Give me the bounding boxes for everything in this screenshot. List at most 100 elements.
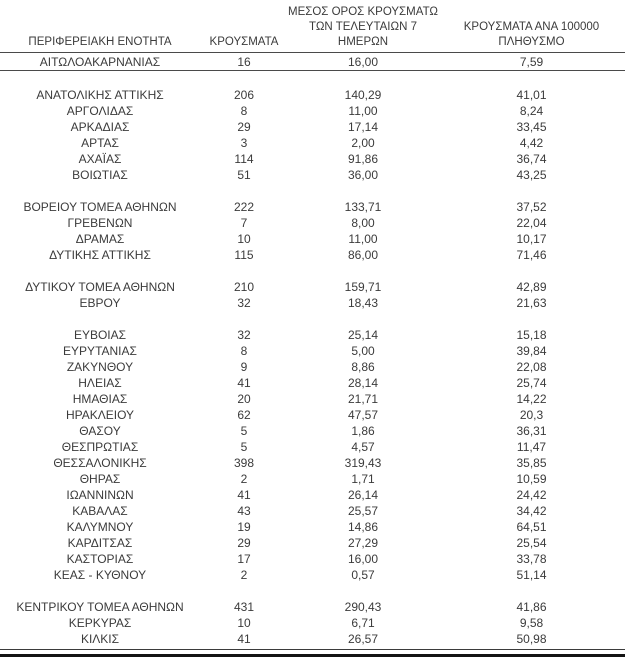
per100k-value: 43,25 xyxy=(516,168,547,182)
per100k-value: 51,14 xyxy=(516,568,547,582)
table-row: ΔΥΤΙΚΗΣ ΑΤΤΙΚΗΣ 115 86,00 71,46 xyxy=(0,247,625,263)
per100k-value: 71,46 xyxy=(516,248,547,262)
region-name: ΚΕΑΣ - ΚΥΘΝΟΥ xyxy=(53,568,147,582)
table-row: ΚΙΛΚΙΣ 41 26,57 50,98 xyxy=(0,631,625,647)
region-name: ΖΑΚΥΝΘΟΥ xyxy=(66,360,134,374)
avg7-value: 5,00 xyxy=(351,344,375,358)
cases-value: 210 xyxy=(233,280,255,294)
avg7-value: 25,14 xyxy=(347,328,379,342)
header-per100k-line2: ΠΛΗΘΥΣΜΟ xyxy=(498,36,565,48)
table-row: ΘΕΣΠΡΩΤΙΑΣ 5 4,57 11,47 xyxy=(0,439,625,455)
avg7-value: 26,14 xyxy=(347,488,379,502)
table-row: ΕΥΡΥΤΑΝΙΑΣ 8 5,00 39,84 xyxy=(0,343,625,359)
cases-value: 206 xyxy=(233,88,255,102)
cases-value: 32 xyxy=(237,296,251,310)
table-row: ΘΑΣΟΥ 5 1,86 36,31 xyxy=(0,423,625,439)
per100k-value: 15,18 xyxy=(516,328,547,342)
region-name: ΗΛΕΙΑΣ xyxy=(78,376,122,390)
avg7-value: 8,00 xyxy=(351,216,375,230)
cases-value: 431 xyxy=(233,600,255,614)
table-body: ΑΙΤΩΛΟΑΚΑΡΝΑΝΙΑΣ 16 16,00 7,59 ΑΝΑΤΟΛΙΚΗ… xyxy=(0,53,625,647)
table-row: ΚΑΣΤΟΡΙΑΣ 17 16,00 33,78 xyxy=(0,551,625,567)
region-name: ΘΕΣΣΑΛΟΝΙΚΗΣ xyxy=(53,456,147,470)
region-name: ΕΥΡΥΤΑΝΙΑΣ xyxy=(63,344,137,358)
avg7-value: 6,71 xyxy=(351,616,375,630)
cases-value: 3 xyxy=(240,136,248,150)
cases-value: 41 xyxy=(237,488,251,502)
region-name: ΗΜΑΘΙΑΣ xyxy=(72,392,128,406)
table-row: ΒΟΡΕΙΟΥ ΤΟΜΕΑ ΑΘΗΝΩΝ 222 133,71 37,52 xyxy=(0,199,625,215)
region-name: ΚΑΡΔΙΤΣΑΣ xyxy=(67,536,133,550)
per100k-value: 41,86 xyxy=(516,600,547,614)
region-name: ΚΑΒΑΛΑΣ xyxy=(72,504,128,518)
header-region-label: ΠΕΡΙΦΕΡΕΙΑΚΗ ΕΝΟΤΗΤΑ xyxy=(28,36,172,48)
cases-value: 41 xyxy=(237,376,251,390)
avg7-value: 27,29 xyxy=(347,536,379,550)
per100k-value: 22,04 xyxy=(516,216,547,230)
table-bottom-border xyxy=(0,649,625,657)
table-row: ΒΟΙΩΤΙΑΣ 51 36,00 43,25 xyxy=(0,167,625,183)
per100k-value: 36,31 xyxy=(516,424,547,438)
cases-value: 7 xyxy=(240,216,248,230)
per100k-value: 9,58 xyxy=(519,616,544,630)
region-name: ΘΕΣΠΡΩΤΙΑΣ xyxy=(61,440,139,454)
avg7-value: 159,71 xyxy=(344,280,382,294)
region-name: ΑΝΑΤΟΛΙΚΗΣ ΑΤΤΙΚΗΣ xyxy=(36,88,164,102)
table-row: ΕΥΒΟΙΑΣ 32 25,14 15,18 xyxy=(0,327,625,343)
per100k-value: 22,08 xyxy=(516,360,547,374)
table-row: ΑΡΚΑΔΙΑΣ 29 17,14 33,45 xyxy=(0,119,625,135)
cases-value: 2 xyxy=(240,568,248,582)
avg7-value: 14,86 xyxy=(347,520,379,534)
avg7-value: 1,71 xyxy=(351,472,375,486)
header-avg7-line3: ΗΜΕΡΩΝ xyxy=(337,36,389,48)
cases-value: 10 xyxy=(237,616,251,630)
cases-value: 29 xyxy=(237,120,251,134)
table-row: ΙΩΑΝΝΙΝΩΝ 41 26,14 24,42 xyxy=(0,487,625,503)
table-row: ΘΕΣΣΑΛΟΝΙΚΗΣ 398 319,43 35,85 xyxy=(0,455,625,471)
avg7-value: 8,86 xyxy=(351,360,375,374)
cases-value: 62 xyxy=(237,408,251,422)
region-name: ΚΑΛΥΜΝΟΥ xyxy=(66,520,134,534)
table-row: ΗΡΑΚΛΕΙΟΥ 62 47,57 20,3 xyxy=(0,407,625,423)
avg7-value: 21,71 xyxy=(347,392,379,406)
per100k-value: 4,42 xyxy=(519,136,544,150)
per100k-value: 39,84 xyxy=(516,344,547,358)
region-name: ΕΒΡΟΥ xyxy=(79,296,121,310)
per100k-value: 41,01 xyxy=(516,88,547,102)
per100k-value: 35,85 xyxy=(516,456,547,470)
table-row: ΚΑΡΔΙΤΣΑΣ 29 27,29 25,54 xyxy=(0,535,625,551)
region-name: ΗΡΑΚΛΕΙΟΥ xyxy=(65,408,135,422)
region-name: ΙΩΑΝΝΙΝΩΝ xyxy=(66,488,134,502)
header-per100k-column: ΚΡΟΥΣΜΑΤΑ ΑΝΑ 100000 ΠΛΗΘΥΣΜΟ xyxy=(438,20,625,50)
table-row: ΚΑΛΥΜΝΟΥ 19 14,86 64,51 xyxy=(0,519,625,535)
per100k-value: 33,45 xyxy=(516,120,547,134)
per100k-value: 10,59 xyxy=(516,472,547,486)
cases-value: 16 xyxy=(237,54,251,69)
table-row: ΖΑΚΥΝΘΟΥ 9 8,86 22,08 xyxy=(0,359,625,375)
per100k-value: 21,63 xyxy=(516,296,547,310)
cases-value: 8 xyxy=(240,344,248,358)
table-row: ΚΕΡΚΥΡΑΣ 10 6,71 9,58 xyxy=(0,615,625,631)
avg7-value: 17,14 xyxy=(347,120,379,134)
region-name: ΚΕΡΚΥΡΑΣ xyxy=(68,616,132,630)
table-header: ΠΕΡΙΦΕΡΕΙΑΚΗ ΕΝΟΤΗΤΑ ΚΡΟΥΣΜΑΤΑ ΜΕΣΟΣ ΟΡΟ… xyxy=(0,5,625,53)
avg7-value: 11,00 xyxy=(348,104,378,118)
header-cases-label: ΚΡΟΥΣΜΑΤΑ xyxy=(209,36,279,48)
avg7-value: 36,00 xyxy=(347,168,379,182)
per100k-value: 8,24 xyxy=(519,104,544,118)
region-name: ΒΟΡΕΙΟΥ ΤΟΜΕΑ ΑΘΗΝΩΝ xyxy=(23,200,177,214)
region-name: ΑΡΚΑΔΙΑΣ xyxy=(70,120,130,134)
table-row: ΗΛΕΙΑΣ 41 28,14 25,74 xyxy=(0,375,625,391)
avg7-value: 0,57 xyxy=(351,568,375,582)
region-name: ΕΥΒΟΙΑΣ xyxy=(73,328,127,342)
table-row: ΚΕΝΤΡΙΚΟΥ ΤΟΜΕΑ ΑΘΗΝΩΝ 431 290,43 41,86 xyxy=(0,599,625,615)
cases-value: 2 xyxy=(240,472,248,486)
header-per100k-line1: ΚΡΟΥΣΜΑΤΑ ΑΝΑ 100000 xyxy=(463,21,600,33)
region-name: ΚΑΣΤΟΡΙΑΣ xyxy=(66,552,134,566)
cases-value: 5 xyxy=(240,440,248,454)
avg7-value: 47,57 xyxy=(347,408,379,422)
cases-value: 9 xyxy=(240,360,248,374)
table-row: ΓΡΕΒΕΝΩΝ 7 8,00 22,04 xyxy=(0,215,625,231)
region-name: ΓΡΕΒΕΝΩΝ xyxy=(67,216,133,230)
